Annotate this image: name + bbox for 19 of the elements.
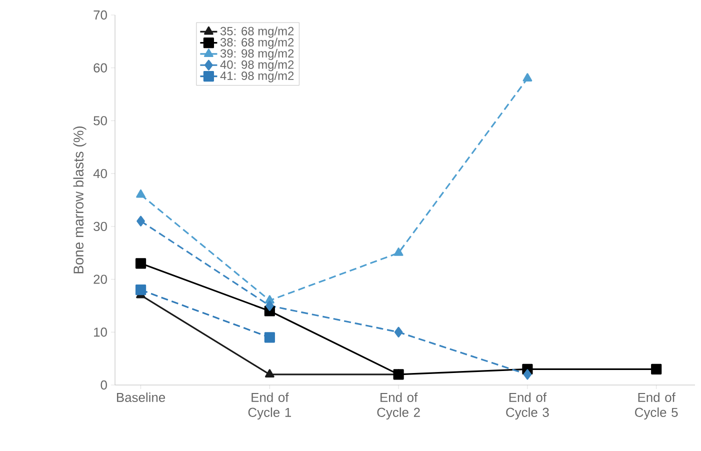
x-tick-label: End of Cycle 5: [635, 392, 678, 420]
x-tick-label: End of Cycle 2: [377, 392, 420, 420]
y-tick-label: 60: [94, 63, 107, 72]
x-tick-label: End of Cycle 1: [248, 392, 291, 420]
y-tick-label: 70: [94, 10, 107, 20]
legend-label: 38: 68 mg/m2: [220, 38, 294, 49]
legend-label: 35: 68 mg/m2: [220, 26, 294, 38]
legend-label: 39: 98 mg/m2: [220, 48, 294, 60]
y-tick-label: 40: [93, 168, 107, 178]
y-tick-label: 50: [94, 116, 107, 126]
legend-label: 40: 98 mg/m2: [220, 60, 294, 72]
y-tick-label: 10: [94, 328, 107, 337]
y-tick-label: 30: [94, 222, 107, 232]
y-tick-label: 20: [94, 274, 107, 284]
x-tick-label: Baseline: [117, 392, 166, 402]
legend-label: 41: 98 mg/m2: [220, 71, 294, 82]
x-tick-label: End of Cycle 3: [506, 392, 549, 420]
y-axis-title: Bone marrow blasts (%): [73, 126, 86, 274]
y-tick-label: 0: [100, 380, 107, 390]
